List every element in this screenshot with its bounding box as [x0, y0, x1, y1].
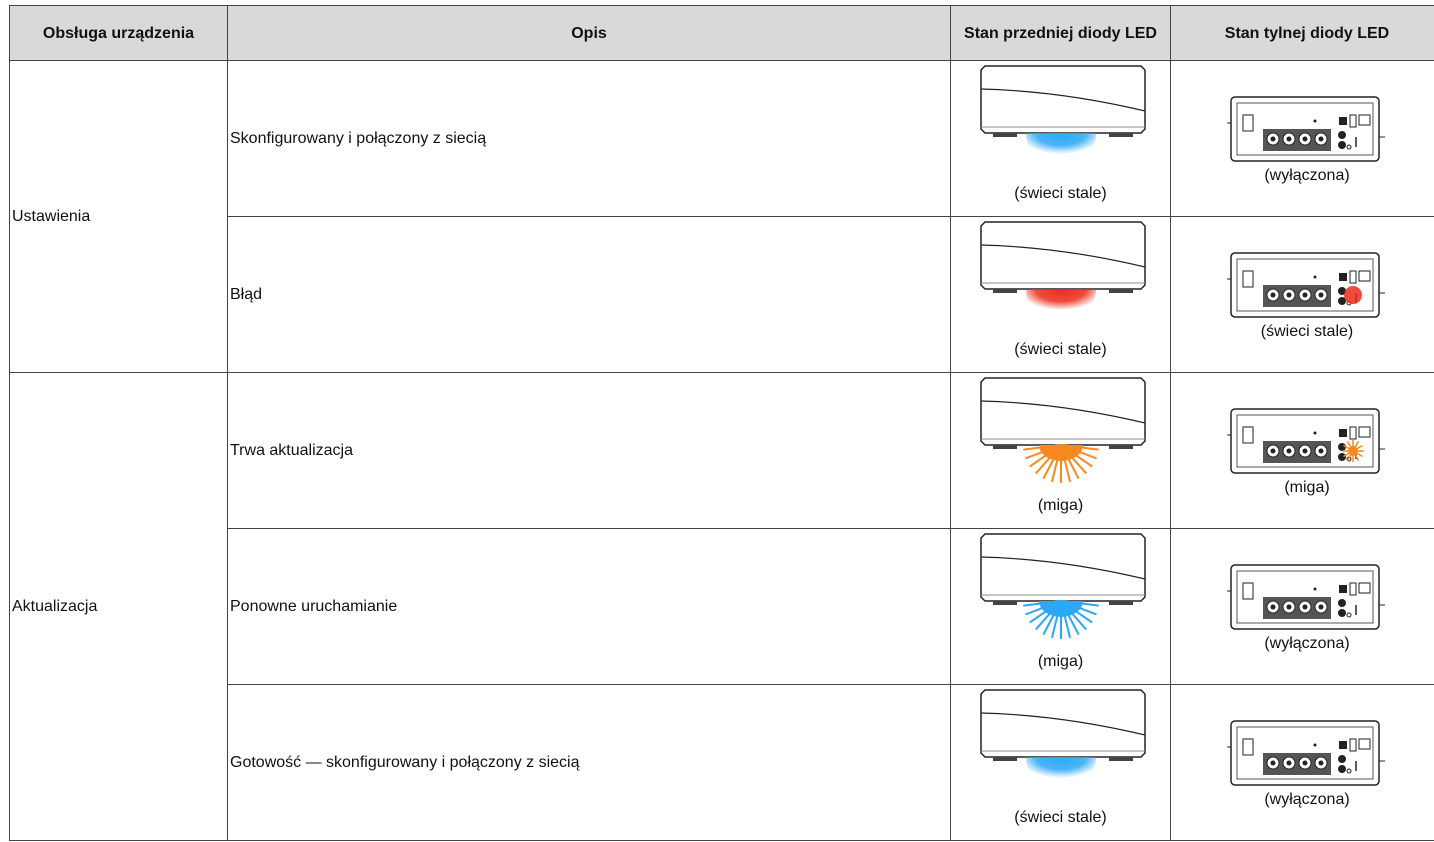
rear-led-icon — [1227, 407, 1385, 474]
rear-led: (wyłączona) — [1170, 60, 1434, 217]
description: Ponowne uruchamianie — [227, 528, 951, 685]
rear-led-caption: (wyłączona) — [1264, 790, 1350, 808]
front-led: (świeci stale) — [950, 216, 1171, 373]
header-cell: Stan przedniej diody LED — [950, 5, 1171, 61]
rear-led-caption: (miga) — [1284, 478, 1330, 496]
table-row: Ponowne uruchamianie (miga) (wyłączona) — [10, 528, 1434, 685]
front-led-icon — [979, 65, 1146, 168]
rear-led: (miga) — [1170, 372, 1434, 529]
rear-led: (świeci stale) — [1170, 216, 1434, 373]
front-led-caption: (miga) — [1037, 653, 1084, 670]
description: Błąd — [227, 216, 951, 373]
front-led-icon — [979, 377, 1146, 483]
front-led-icon — [979, 689, 1146, 792]
header-cell: Opis — [227, 5, 951, 61]
header-cell: Stan tylnej diody LED — [1170, 5, 1434, 61]
front-led: (świeci stale) — [950, 684, 1171, 841]
front-led: (świeci stale) — [950, 60, 1171, 217]
front-led: (miga) — [950, 528, 1171, 685]
rear-led-caption: (świeci stale) — [1260, 322, 1354, 340]
rear-led-icon — [1227, 563, 1385, 630]
description: Gotowość — skonfigurowany i połączony z … — [227, 684, 951, 841]
front-led-icon — [979, 533, 1146, 639]
table-row: Gotowość — skonfigurowany i połączony z … — [10, 684, 1434, 841]
front-led-caption: (miga) — [1037, 497, 1084, 514]
led-table: Obsługa urządzenia Opis Stan przedniej d… — [9, 5, 1434, 841]
front-led: (miga) — [950, 372, 1171, 529]
rear-led-icon — [1227, 95, 1385, 162]
rear-led: (wyłączona) — [1170, 684, 1434, 841]
table-row: Ustawienia Skonfigurowany i połączony z s… — [9, 60, 1434, 373]
table-row: Aktualizacja Trwa aktualizacja (miga) (mi… — [9, 372, 1434, 841]
group-label: Aktualizacja — [9, 372, 228, 841]
rear-led-icon — [1227, 719, 1385, 786]
header-cell: Obsługa urządzenia — [9, 5, 228, 61]
rear-led-icon — [1227, 251, 1385, 318]
rear-led-caption: (wyłączona) — [1264, 634, 1350, 652]
front-led-caption: (świeci stale) — [1014, 809, 1107, 826]
front-led-caption: (świeci stale) — [1014, 185, 1107, 202]
table-row: Błąd (świeci stale) (świeci stale) — [10, 216, 1434, 373]
group-label: Ustawienia — [9, 60, 228, 373]
front-led-caption: (świeci stale) — [1014, 341, 1107, 358]
description: Skonfigurowany i połączony z siecią — [227, 60, 951, 217]
front-led-icon — [979, 221, 1146, 324]
description: Trwa aktualizacja — [227, 372, 951, 529]
rear-led-caption: (wyłączona) — [1264, 166, 1350, 184]
table-body: Ustawienia Skonfigurowany i połączony z s… — [9, 60, 1434, 841]
header-row: Obsługa urządzenia Opis Stan przedniej d… — [9, 5, 1434, 61]
rear-led: (wyłączona) — [1170, 528, 1434, 685]
